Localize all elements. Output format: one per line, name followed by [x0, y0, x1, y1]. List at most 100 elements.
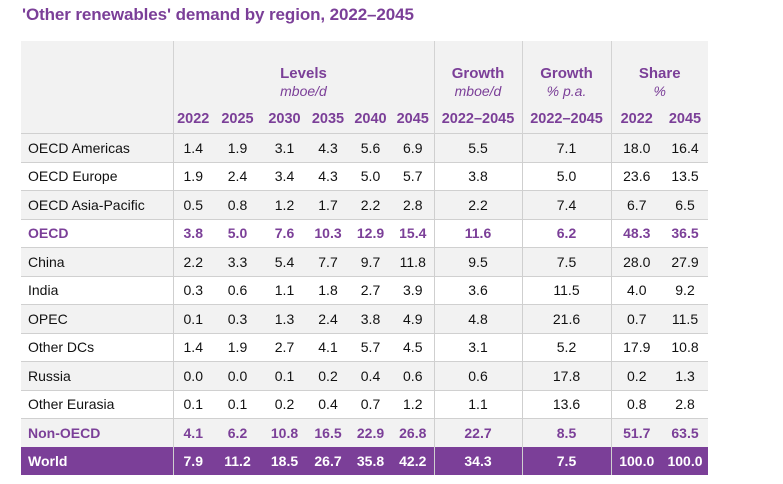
level-value: 1.9 [213, 332, 262, 362]
level-value: 35.8 [349, 446, 392, 475]
level-value: 0.6 [213, 275, 262, 305]
share-value: 6.5 [662, 190, 708, 219]
region-name: OECD Europe [21, 161, 173, 191]
demand-table: Levels Growth Growth Share mboe/d mboe/d… [21, 41, 708, 475]
growth-pa-value: 7.5 [521, 247, 611, 276]
level-value: 16.5 [307, 418, 349, 447]
share-value: 13.5 [662, 161, 708, 191]
growth-value: 9.5 [433, 247, 522, 276]
share-value: 1.3 [662, 361, 708, 390]
growth-value: 0.6 [433, 361, 522, 390]
growth-pct-unit: % p.a. [521, 83, 611, 104]
level-value: 1.4 [172, 332, 213, 362]
levels-unit: mboe/d [172, 83, 434, 104]
region-name: World [21, 446, 173, 475]
level-value: 2.4 [213, 161, 262, 191]
level-value: 0.5 [172, 190, 213, 219]
level-value: 3.3 [213, 247, 262, 276]
level-value: 3.8 [349, 304, 392, 333]
share-value: 10.8 [662, 332, 708, 362]
table-row: OPEC 0.1 0.3 1.3 2.4 3.8 4.9 4.8 21.6 0.7 11.5 [21, 304, 708, 333]
level-value: 2.8 [392, 190, 434, 219]
level-value: 1.7 [307, 190, 349, 219]
level-value: 10.8 [262, 418, 307, 447]
level-value: 1.1 [262, 275, 307, 305]
year-header: 2035 [307, 104, 349, 134]
share-value: 16.4 [662, 133, 708, 162]
region-name: India [21, 275, 173, 305]
level-value: 5.0 [349, 161, 392, 191]
share-value: 9.2 [662, 275, 708, 305]
table-row: Other Eurasia 0.1 0.1 0.2 0.4 0.7 1.2 1.1 13.6 0.… [21, 389, 708, 419]
level-value: 6.9 [392, 133, 434, 162]
level-value: 4.3 [307, 161, 349, 191]
growth-pct-period: 2022–2045 [521, 104, 611, 134]
level-value: 4.1 [172, 418, 213, 447]
share-value: 18.0 [610, 133, 662, 162]
growth-pa-value: 11.5 [521, 275, 611, 305]
level-value: 0.3 [172, 275, 213, 305]
share-value: 0.2 [610, 361, 662, 390]
level-value: 4.5 [392, 332, 434, 362]
level-value: 6.2 [213, 418, 262, 447]
level-value: 9.7 [349, 247, 392, 276]
level-value: 2.7 [349, 275, 392, 305]
growth-value: 3.1 [433, 332, 522, 362]
level-value: 0.4 [349, 361, 392, 390]
level-value: 3.4 [262, 161, 307, 191]
table-row: OECD Americas 1.4 1.9 3.1 4.3 5.6 6.9 5.5 7.1 18.… [21, 133, 708, 162]
share-year-header: 2045 [662, 104, 708, 134]
growth-pa-value: 6.2 [521, 218, 611, 248]
share-value: 100.0 [610, 446, 662, 475]
year-header: 2022 [172, 104, 213, 134]
share-value: 100.0 [662, 446, 708, 475]
share-value: 6.7 [610, 190, 662, 219]
growth-value: 22.7 [433, 418, 522, 447]
share-value: 28.0 [610, 247, 662, 276]
level-value: 18.5 [262, 446, 307, 475]
growth-pa-value: 21.6 [521, 304, 611, 333]
level-value: 4.3 [307, 133, 349, 162]
level-value: 3.1 [262, 133, 307, 162]
share-value: 36.5 [662, 218, 708, 248]
share-year-header: 2022 [610, 104, 662, 134]
growth-pa-value: 5.2 [521, 332, 611, 362]
growth-pa-value: 13.6 [521, 389, 611, 419]
share-value: 27.9 [662, 247, 708, 276]
level-value: 4.9 [392, 304, 434, 333]
share-value: 48.3 [610, 218, 662, 248]
share-value: 4.0 [610, 275, 662, 305]
level-value: 11.2 [213, 446, 262, 475]
region-name: Other Eurasia [21, 389, 173, 419]
growth-abs-header: Growth [433, 41, 522, 83]
table-row: World 7.9 11.2 18.5 26.7 35.8 42.2 34.3 7.5 100.0… [21, 446, 708, 475]
level-value: 1.4 [172, 133, 213, 162]
table-row: India 0.3 0.6 1.1 1.8 2.7 3.9 3.6 11.5 4.0 9.2 [21, 275, 708, 305]
growth-pct-header: Growth [521, 41, 611, 83]
growth-pa-value: 7.1 [521, 133, 611, 162]
level-value: 42.2 [392, 446, 434, 475]
level-value: 5.4 [262, 247, 307, 276]
table-row: Russia 0.0 0.0 0.1 0.2 0.4 0.6 0.6 17.8 0.2 1.3 [21, 361, 708, 390]
region-name: OECD Americas [21, 133, 173, 162]
growth-value: 2.2 [433, 190, 522, 219]
level-value: 0.7 [349, 389, 392, 419]
level-value: 0.8 [213, 190, 262, 219]
level-value: 1.2 [262, 190, 307, 219]
level-value: 7.7 [307, 247, 349, 276]
level-value: 0.1 [213, 389, 262, 419]
table-row: OECD 3.8 5.0 7.6 10.3 12.9 15.4 11.6 6.2 48.3 36.5 [21, 218, 708, 248]
share-value: 0.8 [610, 389, 662, 419]
region-name: OPEC [21, 304, 173, 333]
level-value: 3.8 [172, 218, 213, 248]
growth-value: 1.1 [433, 389, 522, 419]
level-value: 2.4 [307, 304, 349, 333]
growth-pa-value: 5.0 [521, 161, 611, 191]
share-value: 0.7 [610, 304, 662, 333]
region-name: Other DCs [21, 332, 173, 362]
level-value: 0.1 [172, 389, 213, 419]
header-corner [21, 41, 173, 83]
region-name: Non-OECD [21, 418, 173, 447]
level-value: 15.4 [392, 218, 434, 248]
year-header: 2025 [213, 104, 262, 134]
